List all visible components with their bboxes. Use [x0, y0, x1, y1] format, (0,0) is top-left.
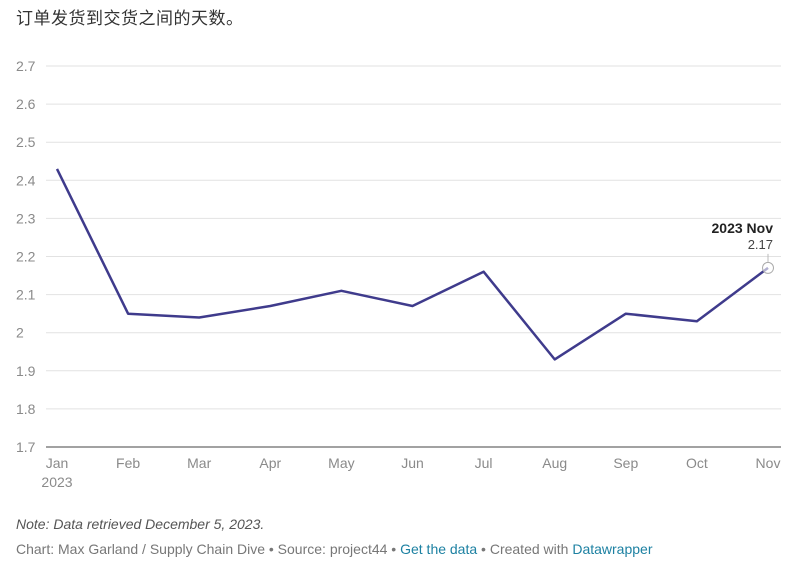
data-point [411, 304, 415, 308]
x-tick-label: Apr [259, 455, 281, 471]
annotation-layer: 2023 Nov 2.17 [712, 220, 774, 274]
x-tick-label: Oct [686, 455, 708, 471]
x-tick-label: Jul [475, 455, 493, 471]
data-point [339, 289, 343, 293]
series-line [55, 168, 769, 361]
y-tick-label: 1.9 [16, 363, 36, 379]
y-axis-ticks: 1.7 1.8 1.9 2 2.1 2.2 2.3 2.4 2.5 2.6 2.7 [16, 58, 36, 455]
x-tick-label: Feb [116, 455, 140, 471]
x-year-label: 2023 [41, 474, 72, 490]
data-point [268, 304, 272, 308]
data-point [695, 319, 699, 323]
chart-footer: Chart: Max Garland / Supply Chain Dive •… [16, 541, 652, 557]
data-point [553, 357, 557, 361]
y-tick-label: 2.2 [16, 249, 36, 265]
created-with-text: • Created with [477, 541, 573, 557]
x-tick-label: Nov [756, 455, 781, 471]
y-tick-label: 2.3 [16, 210, 36, 226]
y-tick-label: 1.8 [16, 401, 36, 417]
x-tick-label: May [328, 455, 354, 471]
x-tick-label: Mar [187, 455, 211, 471]
data-point [55, 167, 59, 171]
annotation-marker [762, 261, 774, 274]
credit-text: Chart: Max Garland / Supply Chain Dive •… [16, 541, 401, 557]
data-point [624, 312, 628, 316]
annotation-value: 2.17 [748, 237, 773, 252]
chart-note: Note: Data retrieved December 5, 2023. [16, 516, 265, 532]
y-tick-label: 2.1 [16, 287, 36, 303]
annotation-title: 2023 Nov [712, 220, 774, 236]
x-tick-label: Jun [401, 455, 424, 471]
y-tick-label: 1.7 [16, 439, 36, 455]
datawrapper-link[interactable]: Datawrapper [572, 541, 653, 557]
y-tick-label: 2.4 [16, 172, 36, 188]
line-chart: 1.7 1.8 1.9 2 2.1 2.2 2.3 2.4 2.5 2.6 2.7 Jan Feb Ma… [16, 58, 781, 490]
chart-subtitle: 订单发货到交货之间的天数。 [16, 9, 244, 29]
data-point [197, 315, 201, 319]
y-tick-label: 2.6 [16, 96, 36, 112]
data-point [126, 312, 130, 316]
x-axis-ticks: Jan Feb Mar Apr May Jun Jul Aug Sep Oct Nov 2023 [41, 455, 780, 490]
y-tick-label: 2.5 [16, 134, 36, 150]
x-tick-label: Sep [613, 455, 638, 471]
series-layer [55, 167, 769, 361]
get-the-data-link[interactable]: Get the data [400, 541, 478, 557]
x-tick-label: Aug [542, 455, 567, 471]
y-tick-label: 2 [16, 325, 24, 341]
grid-layer [46, 65, 781, 448]
data-point [482, 270, 486, 274]
x-tick-label: Jan [46, 455, 69, 471]
y-tick-label: 2.7 [16, 58, 36, 74]
